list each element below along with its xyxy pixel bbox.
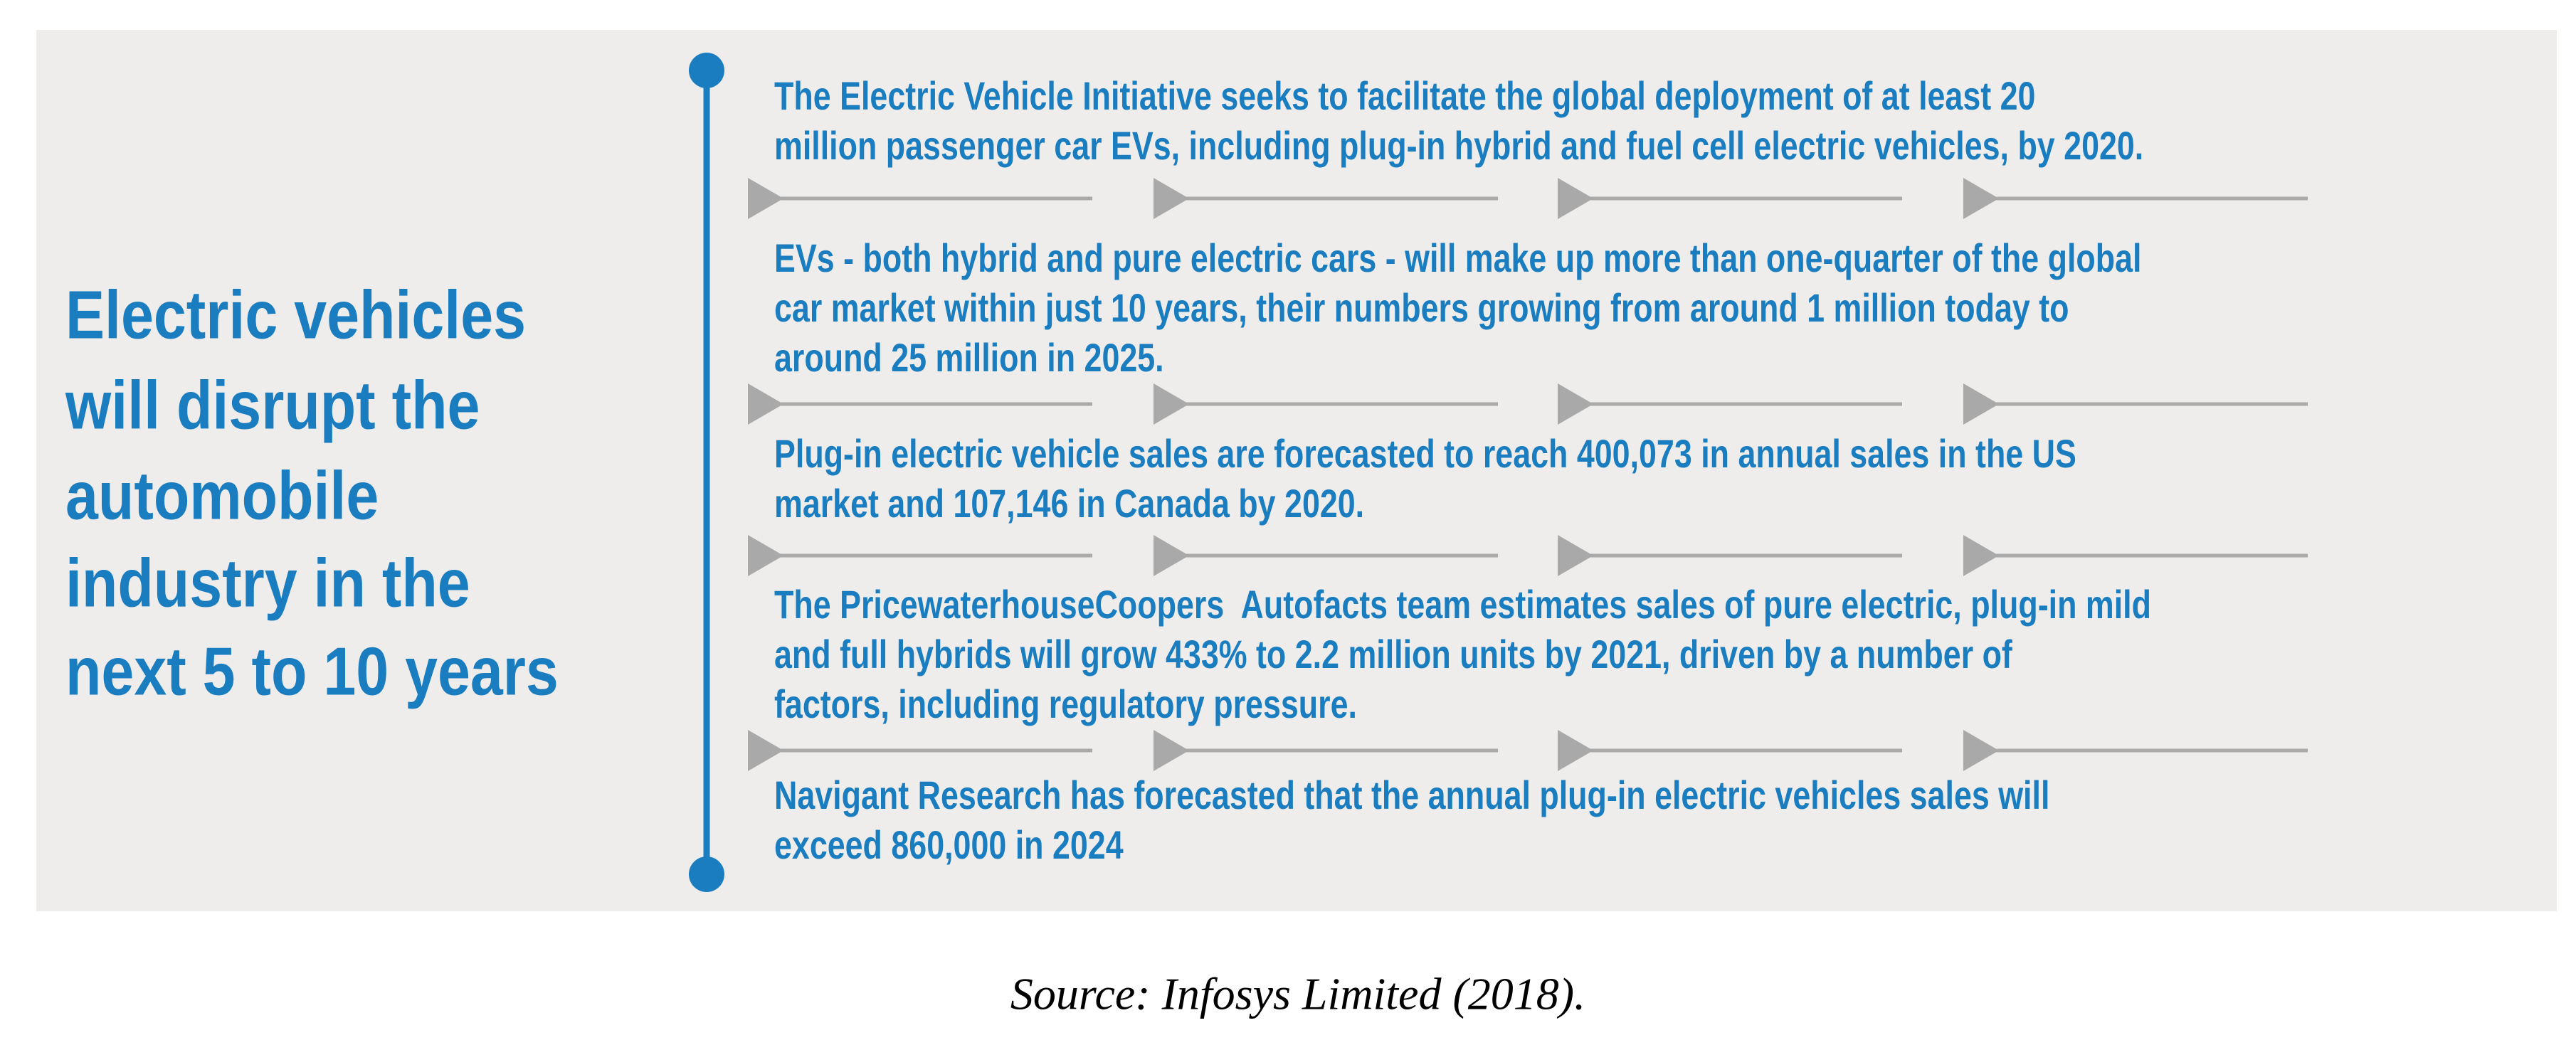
fact-line: EVs - both hybrid and pure electric cars… — [774, 235, 2142, 280]
arrow-head — [1558, 178, 1593, 219]
timeline-dot — [689, 53, 724, 88]
fact: The Electric Vehicle Initiative seeks to… — [774, 73, 2143, 168]
facts: The Electric Vehicle Initiative seeks to… — [774, 73, 2151, 867]
source: Source: Infosys Limited (2018). — [1010, 969, 1585, 1019]
arrow-head — [1154, 178, 1189, 219]
fact-line: and full hybrids will grow 433% to 2.2 m… — [774, 632, 2012, 677]
fact: The PricewaterhouseCoopers Autofacts tea… — [774, 582, 2151, 726]
arrow-head — [1963, 178, 1999, 219]
fact: EVs - both hybrid and pure electric cars… — [774, 235, 2142, 380]
fact-line: The PricewaterhouseCoopers Autofacts tea… — [774, 582, 2151, 627]
headline-line: industry in the — [65, 545, 470, 621]
fact-line: Navigant Research has forecasted that th… — [774, 773, 2049, 817]
arrow-head — [1963, 383, 1999, 425]
headline-line: will disrupt the — [65, 367, 480, 443]
fact-line: around 25 million in 2025. — [774, 335, 1164, 380]
headline-line: next 5 to 10 years — [65, 633, 559, 709]
arrow-head — [1963, 535, 1999, 576]
fact-line: factors, including regulatory pressure. — [774, 681, 1357, 726]
arrow-head — [1558, 730, 1593, 771]
arrow-head — [1154, 730, 1189, 771]
arrow-head — [748, 535, 783, 576]
headline-line: Electric vehicles — [65, 277, 526, 353]
arrow-head — [1963, 730, 1999, 771]
arrow-head — [748, 730, 783, 771]
fact-line: Plug-in electric vehicle sales are forec… — [774, 431, 2076, 476]
fact-line: million passenger car EVs, including plu… — [774, 123, 2143, 168]
headline-line: automobile — [65, 457, 379, 534]
separators — [748, 178, 2308, 771]
arrow-head — [1154, 383, 1189, 425]
arrow-head — [1558, 535, 1593, 576]
arrow-head — [748, 383, 783, 425]
fact: Plug-in electric vehicle sales are forec… — [774, 431, 2076, 526]
arrow-head — [1558, 383, 1593, 425]
fact-line: exceed 860,000 in 2024 — [774, 822, 1124, 867]
panel — [36, 30, 2557, 911]
timeline-dot — [689, 856, 724, 892]
fact-line: market and 107,146 in Canada by 2020. — [774, 481, 1364, 526]
fact-line: car market within just 10 years, their n… — [774, 285, 2069, 330]
fact-line: The Electric Vehicle Initiative seeks to… — [774, 73, 2035, 118]
arrow-head — [748, 178, 783, 219]
arrow-head — [1154, 535, 1189, 576]
headline: Electric vehicles will disrupt the automob… — [65, 277, 559, 709]
fact: Navigant Research has forecasted that th… — [774, 773, 2049, 867]
